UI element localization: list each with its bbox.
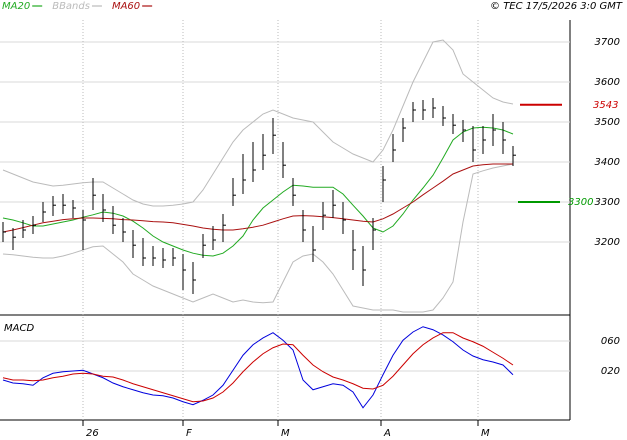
y-tick-label: 3400 [595, 157, 620, 168]
level-label: 3543 [593, 100, 618, 111]
macd-line [2, 326, 514, 409]
legend-label: MA60 [112, 1, 140, 12]
y-tick-label: 020 [601, 366, 620, 377]
y-tick-label: 3200 [595, 237, 620, 248]
level-label: 3300 [568, 197, 593, 208]
y-tick-label: 3500 [595, 117, 620, 128]
x-tick-label: M [281, 428, 290, 439]
y-tick-label: 3700 [595, 37, 620, 48]
legend-label: BBands [52, 1, 90, 12]
x-tick-label: F [186, 428, 192, 439]
x-tick-label: 26 [86, 428, 99, 439]
y-tick-label: 3300 [595, 197, 620, 208]
x-tick-label: M [481, 428, 490, 439]
y-tick-label: 060 [601, 336, 620, 347]
legend-label: MA20 [2, 1, 30, 12]
y-tick-label: 3600 [595, 77, 620, 88]
copyright: © TEC 17/5/2026 3:0 GMT [490, 1, 623, 12]
band-lower [2, 163, 514, 313]
panel-title: MACD [4, 323, 34, 334]
ma-line [2, 126, 514, 257]
ma-line [2, 163, 513, 233]
x-tick-label: A [383, 428, 391, 439]
band-upper [2, 39, 514, 207]
macd-line [2, 332, 514, 403]
